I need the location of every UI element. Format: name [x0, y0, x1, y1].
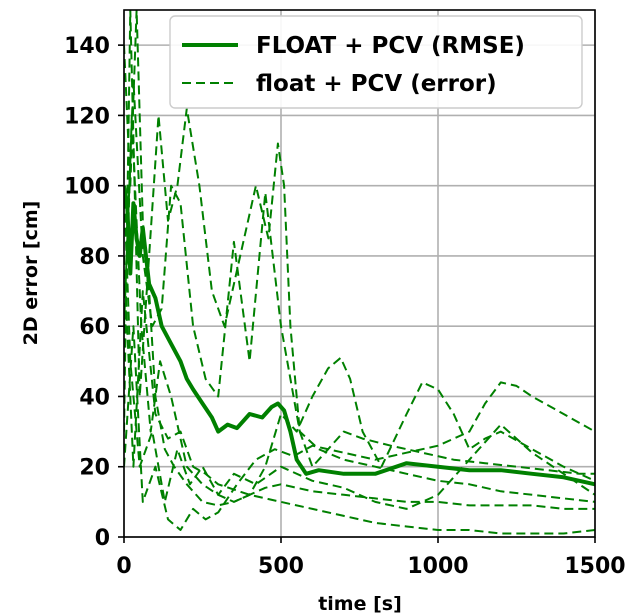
- x-tick-label-0: 0: [116, 554, 131, 579]
- x-tick-label-1500: 1500: [564, 554, 625, 579]
- plot-frame: [123, 9, 596, 538]
- y-tick-label-100: 100: [64, 175, 110, 200]
- y-tick-label-80: 80: [79, 245, 110, 270]
- legend-label-rmse: FLOAT + PCV (RMSE): [256, 33, 525, 59]
- x-axis-label: time [s]: [318, 593, 402, 615]
- legend-box: [169, 15, 583, 109]
- y-tick-label-0: 0: [95, 526, 110, 551]
- series-line-2: [124, 79, 595, 503]
- y-tick-label-40: 40: [79, 385, 110, 410]
- series-layer: [124, 10, 595, 535]
- y-axis-label: 2D error [cm]: [20, 201, 42, 346]
- legend-label-error: float + PCV (error): [256, 71, 497, 97]
- y-tick-label-20: 20: [79, 456, 110, 481]
- series-line-3: [124, 10, 595, 475]
- series-line-7: [124, 255, 595, 535]
- series-line-6: [124, 185, 595, 510]
- ticks: 0 500 1000 1500 0 20 40 60 80 100 120 140: [64, 34, 626, 579]
- series-line-5: [124, 325, 595, 531]
- series-line-4: [124, 114, 595, 503]
- legend: FLOAT + PCV (RMSE) float + PCV (error): [169, 15, 583, 109]
- x-tick-label-500: 500: [258, 554, 304, 579]
- series-line-0: [124, 185, 595, 487]
- y-tick-label-60: 60: [79, 315, 110, 340]
- y-tick-label-120: 120: [64, 104, 110, 129]
- y-tick-label-140: 140: [64, 34, 110, 59]
- x-tick-label-1000: 1000: [407, 554, 468, 579]
